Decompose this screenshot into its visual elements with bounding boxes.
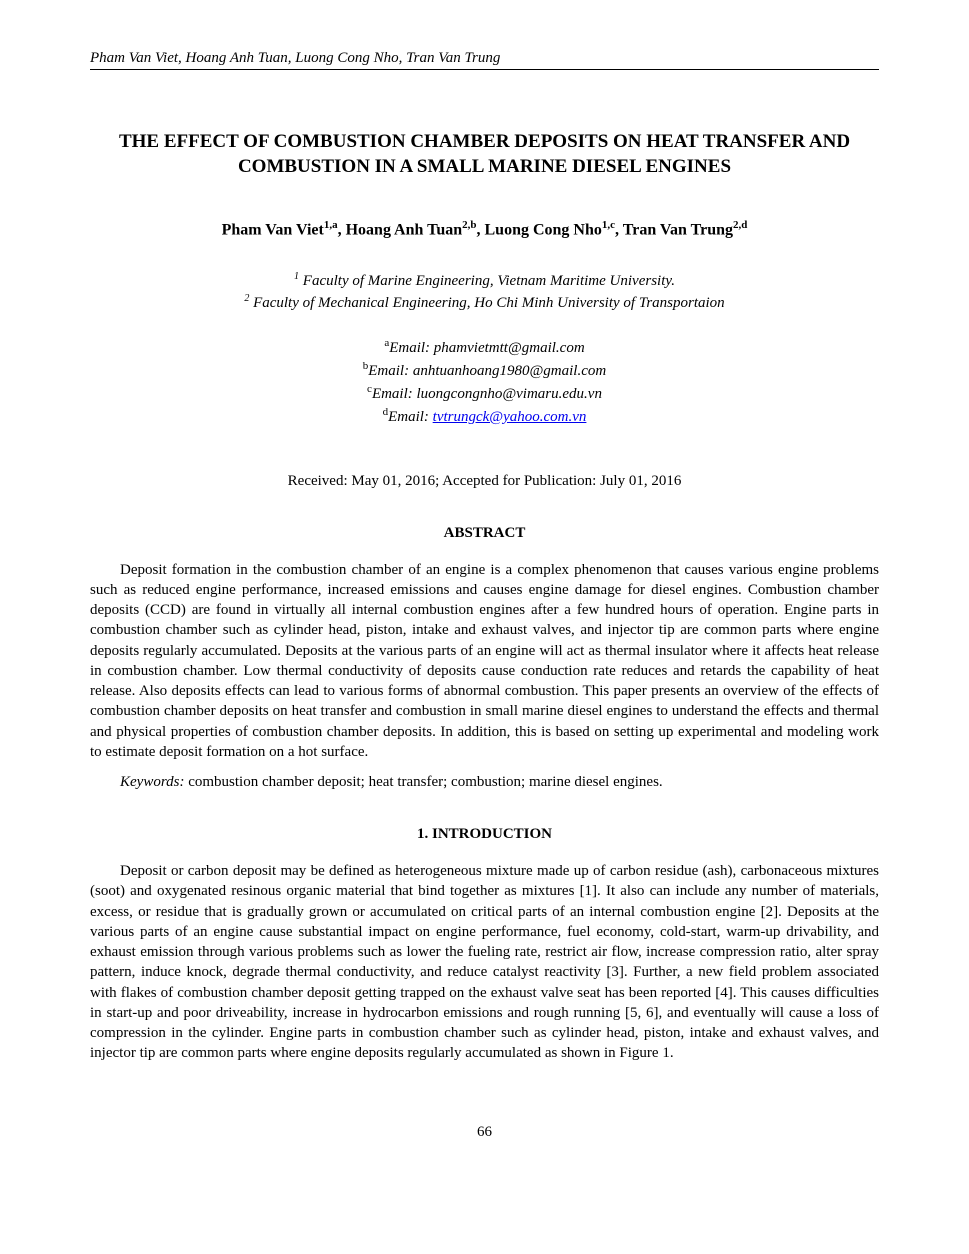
author-4-name: Tran Van Trung [623,222,733,239]
affiliation-1-text: Faculty of Marine Engineering, Vietnam M… [299,273,675,289]
author-3-sup: 1,c [602,219,615,231]
author-1-name: Pham Van Viet [222,222,324,239]
email-2-label: Email: [368,363,413,379]
email-1-line: aEmail: phamvietmtt@gmail.com [90,336,879,359]
author-2-sup: 2,b [462,219,476,231]
email-3-label: Email: [372,386,417,402]
author-1-sup: 1,a [324,219,338,231]
affiliations-block: 1 Faculty of Marine Engineering, Vietnam… [90,270,879,314]
affiliation-1: 1 Faculty of Marine Engineering, Vietnam… [90,270,879,292]
email-2-line: bEmail: anhtuanhoang1980@gmail.com [90,359,879,382]
email-4-label: Email: [388,409,433,425]
email-1-addr: phamvietmtt@gmail.com [434,340,585,356]
section-1-heading: 1. INTRODUCTION [90,826,879,843]
email-1-label: Email: [389,340,434,356]
abstract-heading: ABSTRACT [90,525,879,542]
paper-title: THE EFFECT OF COMBUSTION CHAMBER DEPOSIT… [90,130,879,179]
running-header: Pham Van Viet, Hoang Anh Tuan, Luong Con… [90,50,879,70]
abstract-body: Deposit formation in the combustion cham… [90,560,879,763]
affiliation-2-text: Faculty of Mechanical Engineering, Ho Ch… [249,295,724,311]
affiliation-2: 2 Faculty of Mechanical Engineering, Ho … [90,292,879,314]
emails-block: aEmail: phamvietmtt@gmail.com bEmail: an… [90,336,879,428]
email-4-line: dEmail: tvtrungck@yahoo.com.vn [90,405,879,428]
keywords-text: combustion chamber deposit; heat transfe… [184,774,662,790]
authors-line: Pham Van Viet1,a, Hoang Anh Tuan2,b, Luo… [90,219,879,239]
author-3-name: Luong Cong Nho [485,222,602,239]
email-3-addr: luongcongnho@vimaru.edu.vn [417,386,602,402]
keywords-label: Keywords: [120,774,184,790]
keywords-line: Keywords: combustion chamber deposit; he… [90,774,879,791]
publication-dates: Received: May 01, 2016; Accepted for Pub… [90,473,879,490]
email-2-addr: anhtuanhoang1980@gmail.com [413,363,606,379]
author-2-name: Hoang Anh Tuan [346,222,463,239]
email-4-addr[interactable]: tvtrungck@yahoo.com.vn [433,409,587,425]
email-3-line: cEmail: luongcongnho@vimaru.edu.vn [90,382,879,405]
section-1-body: Deposit or carbon deposit may be defined… [90,861,879,1064]
author-4-sup: 2,d [733,219,747,231]
page-number: 66 [90,1124,879,1141]
